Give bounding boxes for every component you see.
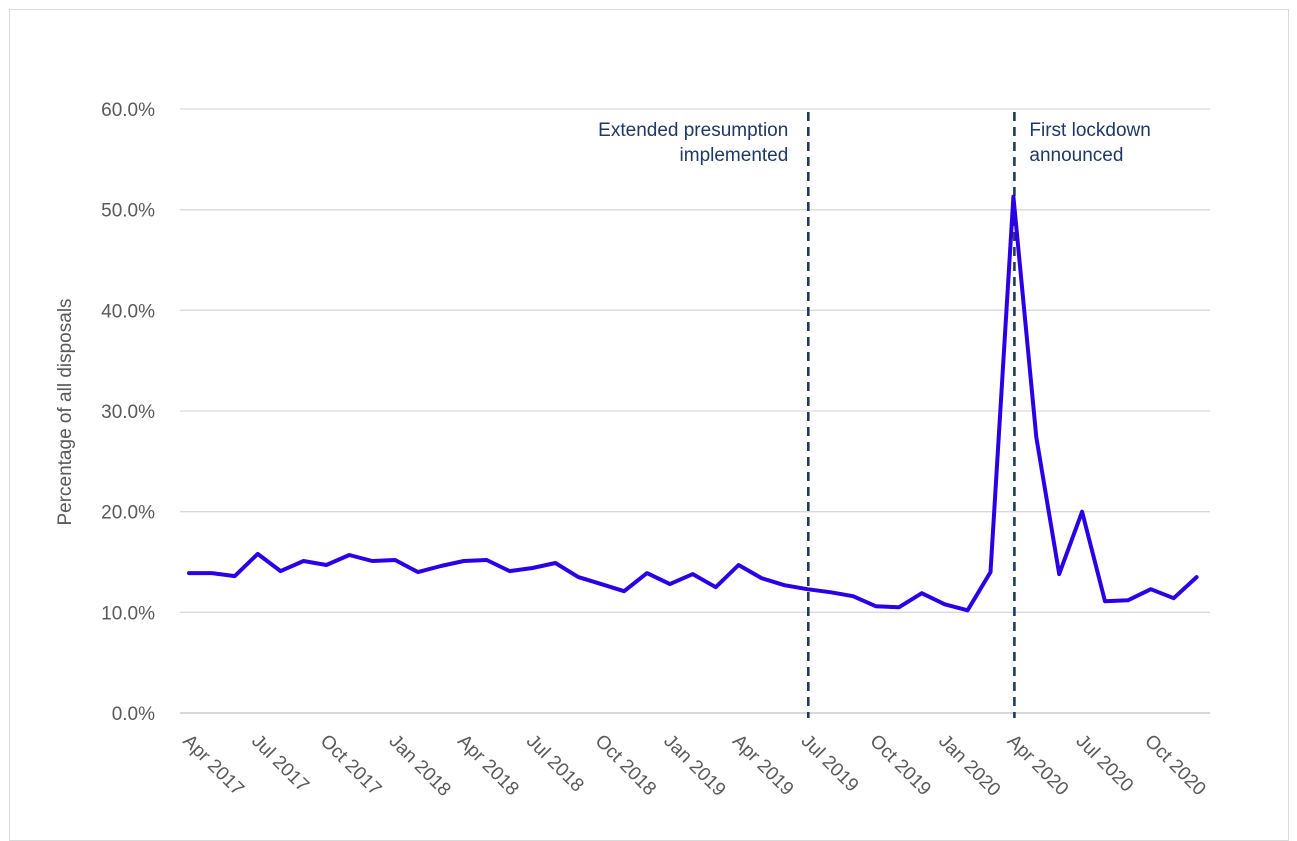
x-tick-label: Oct 2018 (591, 731, 660, 800)
annotation-label: First lockdown (1029, 120, 1150, 141)
chart-frame (9, 9, 1289, 841)
gridlines (180, 108, 1210, 714)
x-tick-label: Apr 2018 (453, 731, 522, 800)
series-line (187, 194, 1199, 613)
y-tick-label: 60.0% (101, 100, 155, 121)
x-tick-label: Apr 2020 (1003, 731, 1072, 800)
y-tick-label: 0.0% (112, 704, 155, 725)
x-tick-label: Jul 2019 (797, 731, 863, 797)
y-tick-label: 30.0% (101, 402, 155, 423)
x-tick-label: Oct 2019 (865, 731, 934, 800)
x-tick-label: Jul 2018 (522, 731, 588, 797)
x-tick-label: Jan 2019 (659, 731, 729, 801)
x-tick-label: Jan 2018 (385, 731, 455, 801)
x-tick-label: Apr 2019 (728, 731, 797, 800)
x-tick-label: Jul 2020 (1072, 731, 1138, 797)
annotation-label: Extended presumption (598, 120, 788, 141)
x-tick-label: Apr 2017 (178, 731, 247, 800)
y-tick-label: 10.0% (101, 603, 155, 624)
y-tick-label: 50.0% (101, 201, 155, 222)
annotation-markers: Extended presumption implemented First loc… (598, 112, 1151, 718)
series-layer (187, 194, 1199, 613)
x-tick-label: Oct 2020 (1140, 731, 1209, 800)
x-tick-label: Jul 2017 (247, 731, 313, 797)
y-axis-title: Percentage of all disposals (55, 298, 76, 525)
y-tick-label: 40.0% (101, 301, 155, 322)
y-tick-label: 20.0% (101, 503, 155, 524)
y-axis-tick-labels: 0.0% 10.0% 20.0% 30.0% 40.0% 50.0% 60.0% (101, 100, 155, 725)
annotation-label: announced (1029, 145, 1123, 166)
x-tick-label: Oct 2017 (316, 731, 385, 800)
annotation-label: implemented (680, 145, 789, 166)
x-tick-label: Jan 2020 (934, 731, 1004, 801)
